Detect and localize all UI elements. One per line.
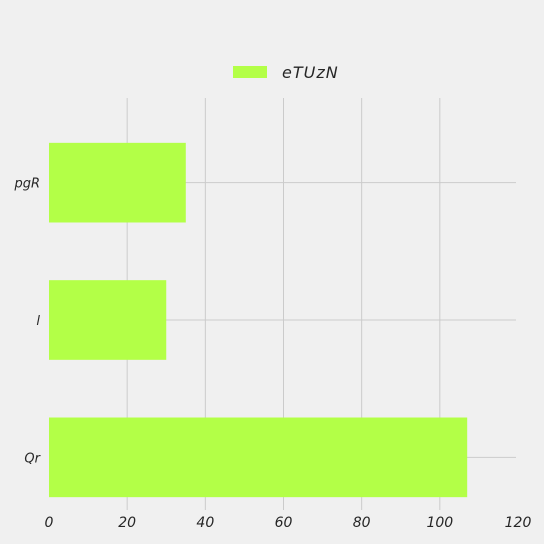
x-tick-label: 120 <box>505 515 532 531</box>
y-category-label: pgR <box>13 177 40 192</box>
bar <box>49 142 186 223</box>
x-tick-label: 0 <box>45 515 54 531</box>
bar <box>49 280 167 360</box>
legend-label: eTUzN <box>282 63 339 82</box>
y-category-label: Qr <box>24 451 41 466</box>
bars <box>49 142 468 498</box>
bar <box>49 417 468 498</box>
legend: eTUzN <box>233 63 339 82</box>
x-axis-ticks: 0 20 40 60 80 100 120 <box>45 515 532 531</box>
x-tick-label: 100 <box>426 515 453 531</box>
x-tick-label: 80 <box>353 515 371 531</box>
x-tick-label: 40 <box>196 515 214 531</box>
legend-swatch <box>233 66 267 78</box>
x-tick-label: 20 <box>118 515 136 531</box>
y-axis-categories: pgR l Qr <box>13 177 41 467</box>
x-tick-label: 60 <box>275 515 293 531</box>
y-category-label: l <box>36 314 40 329</box>
